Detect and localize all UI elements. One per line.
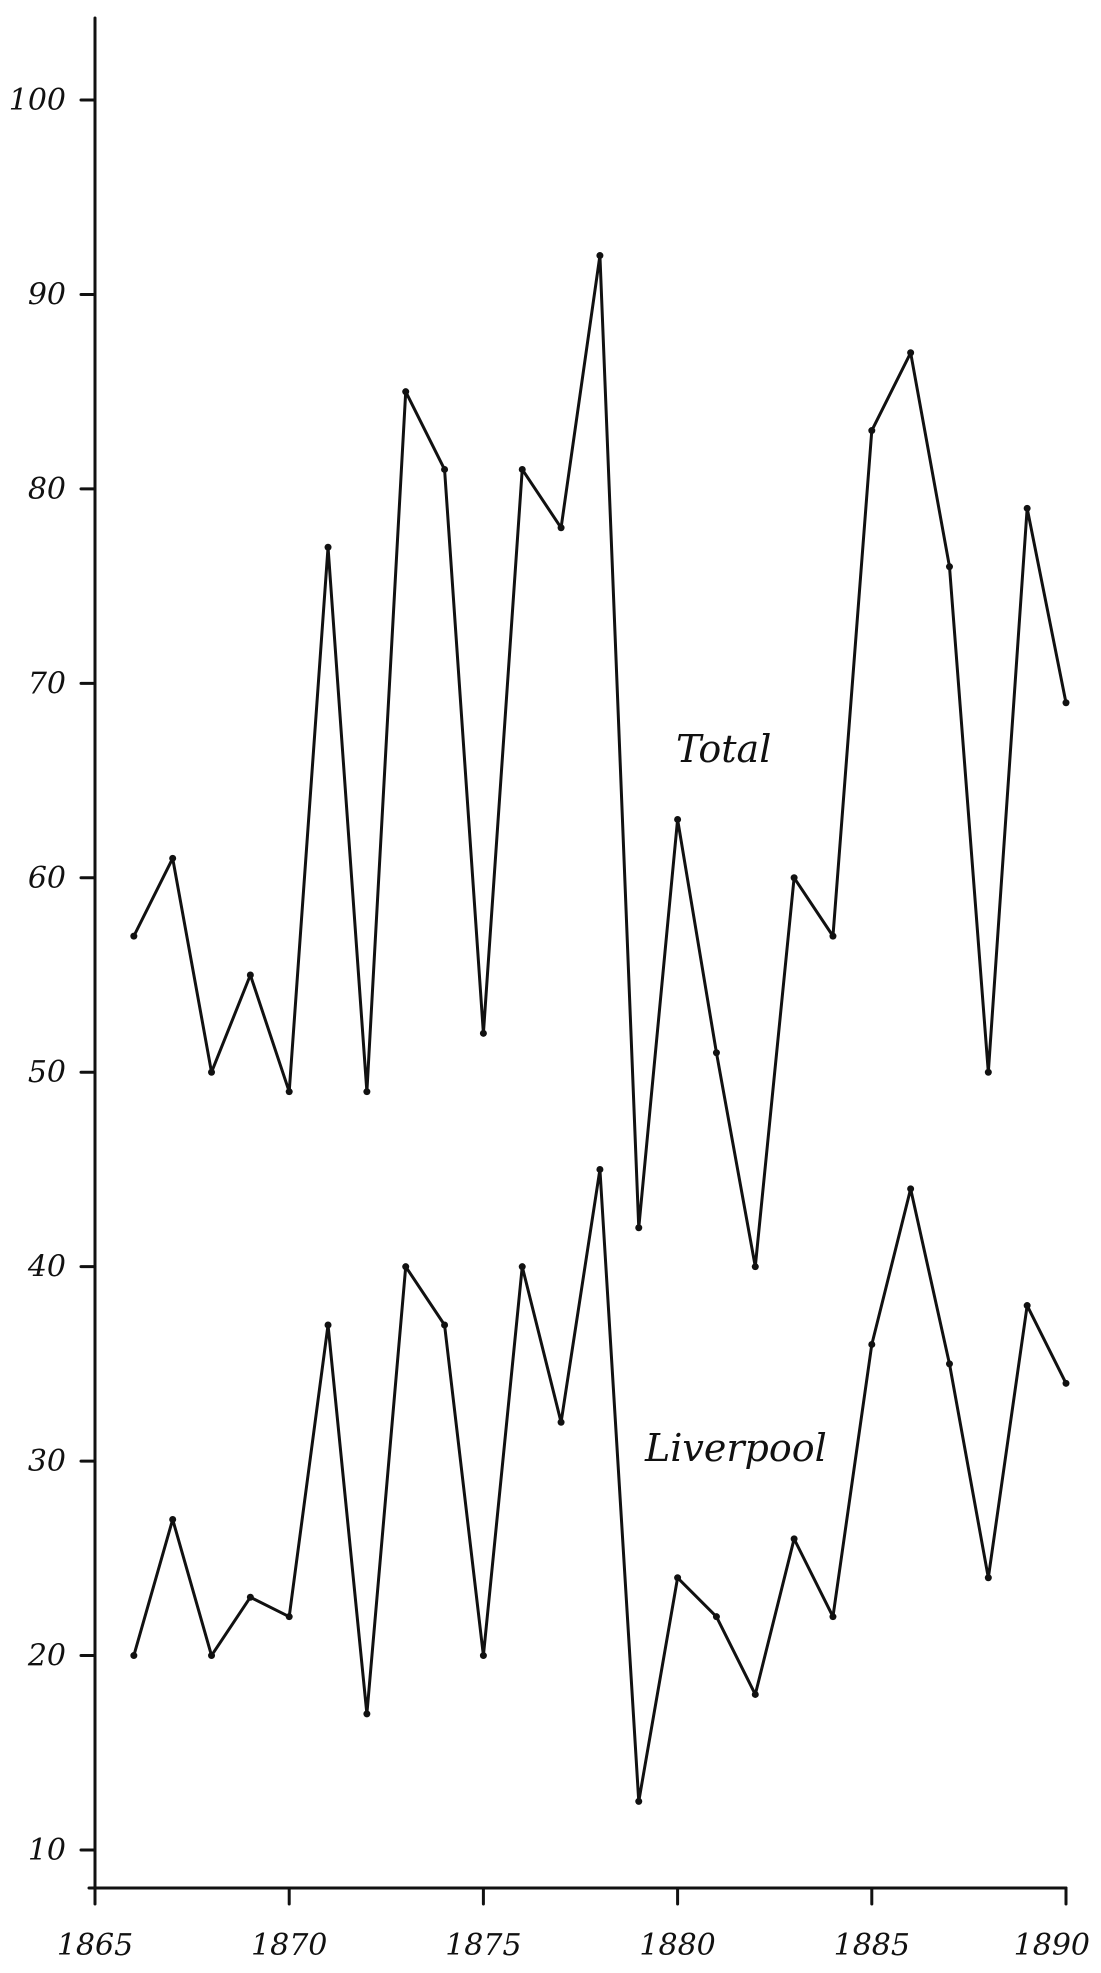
data-point-liverpool-1866 bbox=[130, 1652, 138, 1660]
series-label-total: Total bbox=[676, 727, 771, 771]
data-point-total-1885 bbox=[868, 427, 876, 435]
series-group bbox=[130, 252, 1070, 1805]
y-tick-label-30: 30 bbox=[28, 1444, 66, 1479]
x-ticks: 1865 1870 1875 1880 1885 1890 bbox=[57, 1886, 1090, 1963]
data-point-liverpool-1883 bbox=[790, 1535, 798, 1543]
data-point-liverpool-1882 bbox=[751, 1690, 759, 1698]
data-point-total-1888 bbox=[984, 1068, 992, 1076]
data-point-total-1887 bbox=[945, 563, 953, 571]
y-tick-label-60: 60 bbox=[28, 861, 66, 896]
data-point-liverpool-1884 bbox=[829, 1613, 837, 1621]
data-point-liverpool-1881 bbox=[712, 1613, 720, 1621]
data-point-total-1868 bbox=[208, 1068, 216, 1076]
data-point-liverpool-1890 bbox=[1062, 1379, 1070, 1387]
data-point-total-1879 bbox=[635, 1224, 643, 1232]
x-tick-label-1890: 1890 bbox=[1014, 1928, 1090, 1963]
data-point-total-1872 bbox=[363, 1088, 371, 1096]
data-point-total-1870 bbox=[285, 1088, 293, 1096]
data-point-liverpool-1876 bbox=[518, 1263, 526, 1271]
data-point-total-1878 bbox=[596, 252, 604, 260]
series-line-liverpool bbox=[132, 1167, 1068, 1803]
data-point-total-1876 bbox=[518, 465, 526, 473]
x-tick-label-1865: 1865 bbox=[57, 1928, 133, 1963]
data-point-total-1883 bbox=[790, 874, 798, 882]
data-point-liverpool-1875 bbox=[479, 1652, 487, 1660]
data-point-liverpool-1868 bbox=[208, 1652, 216, 1660]
data-point-total-1875 bbox=[479, 1029, 487, 1037]
x-tick-label-1885: 1885 bbox=[834, 1928, 910, 1963]
data-point-total-1867 bbox=[169, 854, 177, 862]
data-point-liverpool-1878 bbox=[596, 1165, 604, 1173]
data-point-total-1866 bbox=[130, 932, 138, 940]
data-point-total-1880 bbox=[674, 815, 682, 823]
y-tick-label-70: 70 bbox=[28, 666, 66, 701]
y-tick-label-80: 80 bbox=[28, 472, 66, 507]
data-point-total-1889 bbox=[1023, 504, 1031, 512]
y-tick-label-50: 50 bbox=[28, 1055, 66, 1090]
y-ticks: 10 20 30 40 50 60 70 80 90 100 bbox=[9, 83, 97, 1868]
series-line-total bbox=[132, 254, 1068, 1269]
x-tick-label-1880: 1880 bbox=[639, 1928, 715, 1963]
x-tick-label-1875: 1875 bbox=[445, 1928, 521, 1963]
y-tick-label-20: 20 bbox=[27, 1639, 66, 1674]
data-point-total-1877 bbox=[557, 524, 565, 532]
data-point-total-1874 bbox=[441, 465, 449, 473]
data-point-total-1882 bbox=[751, 1263, 759, 1271]
data-point-total-1890 bbox=[1062, 699, 1070, 707]
data-point-total-1873 bbox=[402, 388, 410, 396]
data-point-liverpool-1879 bbox=[635, 1797, 643, 1805]
data-point-liverpool-1867 bbox=[169, 1515, 177, 1523]
y-tick-label-90: 90 bbox=[28, 277, 66, 312]
data-point-liverpool-1887 bbox=[945, 1360, 953, 1368]
data-point-total-1884 bbox=[829, 932, 837, 940]
x-tick-label-1870: 1870 bbox=[251, 1928, 327, 1963]
data-point-total-1869 bbox=[246, 971, 254, 979]
data-point-liverpool-1873 bbox=[402, 1263, 410, 1271]
data-point-total-1881 bbox=[712, 1049, 720, 1057]
data-point-total-1871 bbox=[324, 543, 332, 551]
data-point-liverpool-1889 bbox=[1023, 1302, 1031, 1310]
data-point-liverpool-1877 bbox=[557, 1418, 565, 1426]
data-point-liverpool-1874 bbox=[441, 1321, 449, 1329]
series-label-liverpool: Liverpool bbox=[644, 1426, 827, 1470]
data-point-liverpool-1885 bbox=[868, 1340, 876, 1348]
y-tick-label-100: 100 bbox=[9, 83, 66, 118]
data-point-total-1886 bbox=[907, 349, 915, 357]
data-point-liverpool-1869 bbox=[246, 1593, 254, 1601]
data-point-liverpool-1880 bbox=[674, 1574, 682, 1582]
y-tick-label-40: 40 bbox=[27, 1250, 66, 1285]
data-point-liverpool-1871 bbox=[324, 1321, 332, 1329]
data-point-liverpool-1870 bbox=[285, 1613, 293, 1621]
y-tick-label-10: 10 bbox=[28, 1833, 66, 1868]
data-point-liverpool-1886 bbox=[907, 1185, 915, 1193]
data-point-liverpool-1872 bbox=[363, 1710, 371, 1718]
data-point-liverpool-1888 bbox=[984, 1574, 992, 1582]
